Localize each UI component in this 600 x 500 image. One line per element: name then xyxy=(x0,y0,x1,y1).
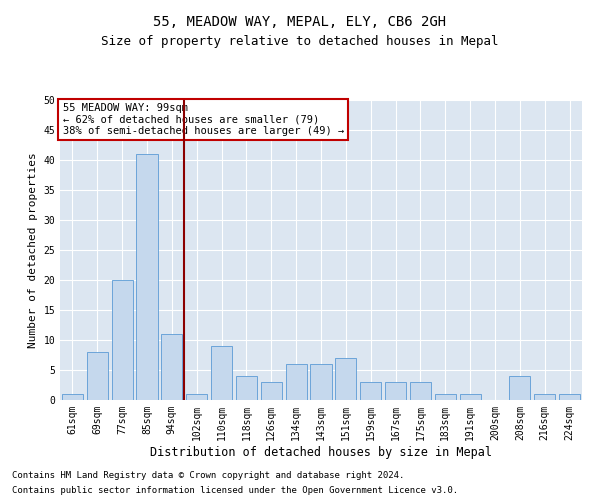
Bar xyxy=(261,382,282,400)
Text: Contains public sector information licensed under the Open Government Licence v3: Contains public sector information licen… xyxy=(12,486,458,495)
Bar xyxy=(335,358,356,400)
Bar xyxy=(87,352,108,400)
Bar xyxy=(161,334,182,400)
Bar xyxy=(385,382,406,400)
Bar xyxy=(186,394,207,400)
Text: 55 MEADOW WAY: 99sqm
← 62% of detached houses are smaller (79)
38% of semi-detac: 55 MEADOW WAY: 99sqm ← 62% of detached h… xyxy=(62,103,344,136)
Bar xyxy=(211,346,232,400)
Text: Size of property relative to detached houses in Mepal: Size of property relative to detached ho… xyxy=(101,35,499,48)
Bar xyxy=(136,154,158,400)
Bar xyxy=(310,364,332,400)
Bar xyxy=(62,394,83,400)
Bar xyxy=(112,280,133,400)
X-axis label: Distribution of detached houses by size in Mepal: Distribution of detached houses by size … xyxy=(150,446,492,458)
Bar xyxy=(286,364,307,400)
Bar xyxy=(236,376,257,400)
Text: 55, MEADOW WAY, MEPAL, ELY, CB6 2GH: 55, MEADOW WAY, MEPAL, ELY, CB6 2GH xyxy=(154,15,446,29)
Bar xyxy=(410,382,431,400)
Y-axis label: Number of detached properties: Number of detached properties xyxy=(28,152,38,348)
Bar xyxy=(509,376,530,400)
Bar xyxy=(460,394,481,400)
Bar xyxy=(559,394,580,400)
Text: Contains HM Land Registry data © Crown copyright and database right 2024.: Contains HM Land Registry data © Crown c… xyxy=(12,471,404,480)
Bar xyxy=(435,394,456,400)
Bar xyxy=(360,382,381,400)
Bar xyxy=(534,394,555,400)
